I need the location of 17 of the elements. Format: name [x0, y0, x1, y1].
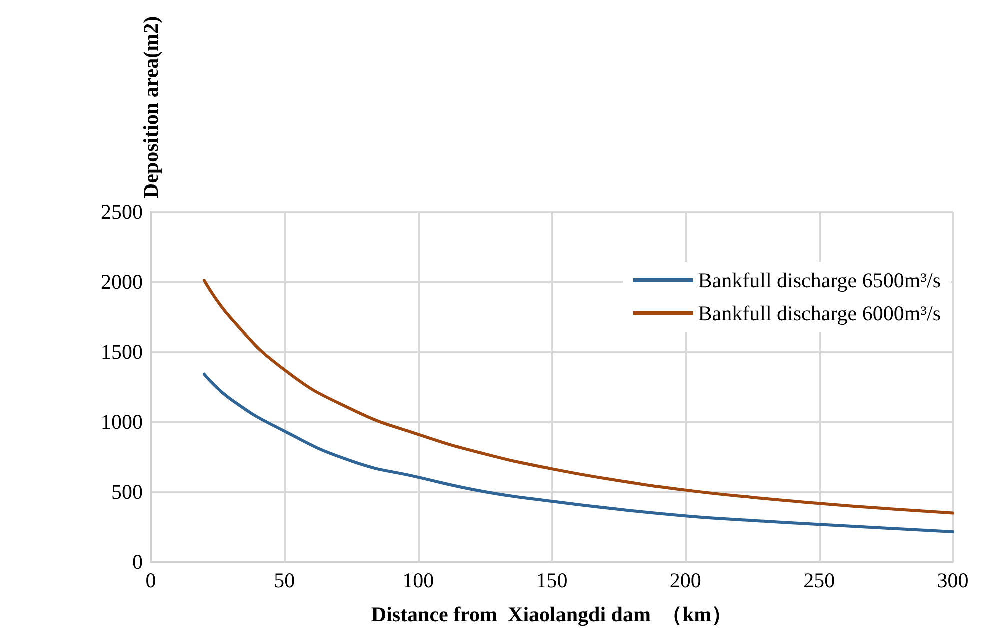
x-tick-label: 150: [536, 568, 568, 592]
x-tick-label: 50: [274, 568, 296, 592]
legend-label: Bankfull discharge 6500m³/s: [698, 268, 942, 292]
y-tick-label: 1000: [101, 410, 143, 434]
line-series: [202, 372, 954, 534]
y-tick-label: 2000: [101, 270, 143, 294]
legend-label: Bankfull discharge 6000m³/s: [698, 302, 942, 326]
x-tick-label: 200: [670, 568, 702, 592]
y-tick-label: 0: [132, 550, 143, 574]
x-tick-label: 300: [937, 568, 969, 592]
x-axis-title: Distance from Xiaolangdi dam （km）: [371, 602, 733, 626]
x-tick-label: 250: [804, 568, 836, 592]
x-tick-label: 100: [402, 568, 434, 592]
y-tick-label: 2500: [101, 200, 143, 224]
y-tick-label: 500: [112, 480, 143, 504]
y-axis-title: Deposition area(m2): [139, 16, 163, 199]
y-tick-label: 1500: [101, 340, 143, 364]
